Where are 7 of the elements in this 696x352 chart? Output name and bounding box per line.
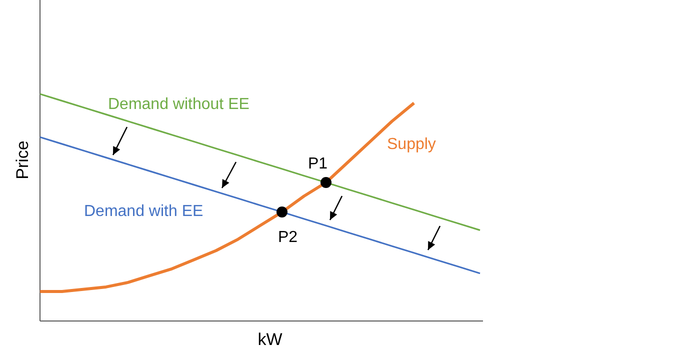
series-label: P2 bbox=[278, 229, 298, 246]
x-axis-title: kW bbox=[258, 330, 282, 349]
series-label: Demand without EE bbox=[108, 96, 250, 113]
y-axis-title: Price bbox=[13, 140, 32, 180]
series-label: Supply bbox=[387, 136, 436, 153]
series-label: P1 bbox=[308, 156, 328, 173]
series-label: Demand with EE bbox=[84, 203, 204, 220]
